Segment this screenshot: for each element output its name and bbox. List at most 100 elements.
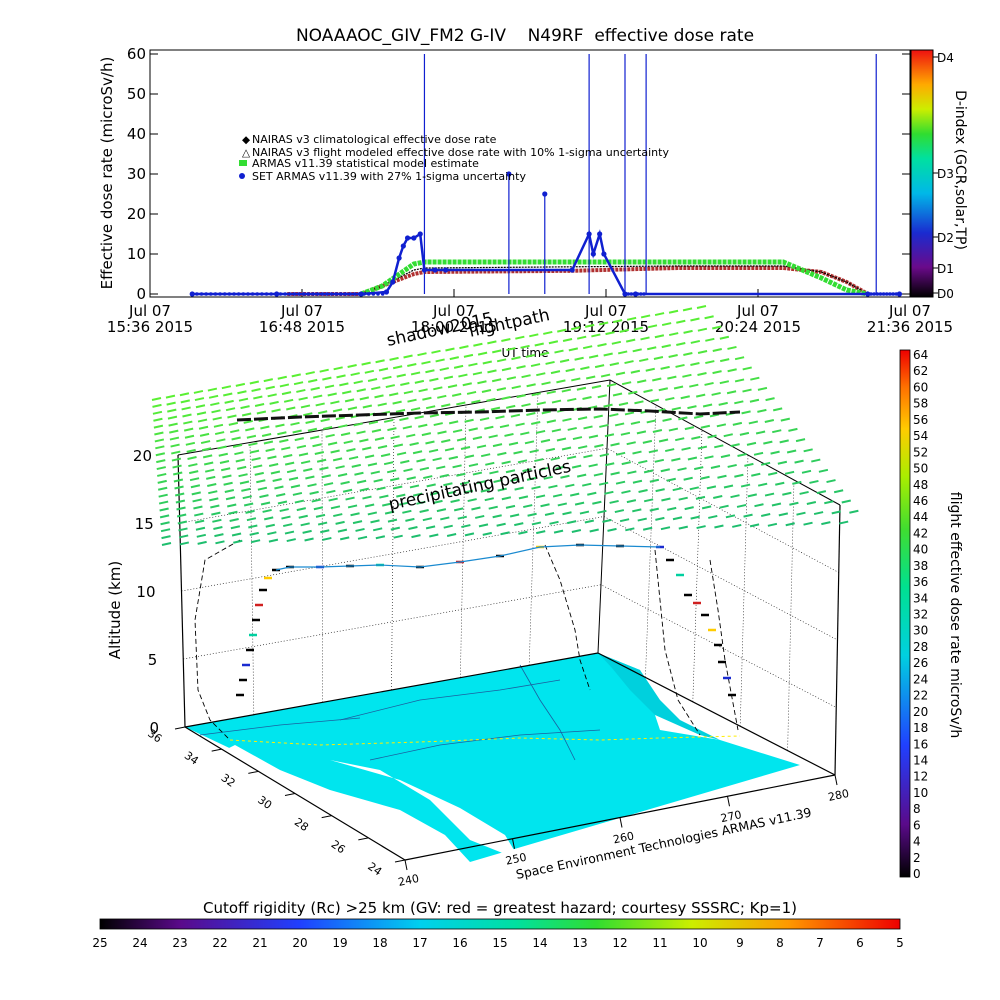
particle-arrow bbox=[284, 530, 295, 535]
particle-arrow bbox=[534, 342, 544, 347]
particle-arrow bbox=[749, 523, 760, 528]
particle-arrow bbox=[230, 525, 241, 530]
particle-arrow bbox=[267, 455, 277, 460]
x-tick-label: Jul 07 bbox=[736, 302, 779, 320]
particle-arrow bbox=[680, 395, 690, 400]
particle-arrow bbox=[517, 459, 528, 464]
particle-arrow bbox=[529, 449, 539, 454]
particle-arrow bbox=[372, 527, 383, 532]
particle-arrow bbox=[359, 487, 370, 492]
particle-arrow bbox=[609, 413, 619, 418]
particle-arrow bbox=[702, 403, 713, 408]
x-tick-label: 21:36 2015 bbox=[867, 318, 953, 336]
particle-arrow bbox=[636, 430, 647, 435]
particle-arrow bbox=[344, 398, 355, 403]
particle-arrow bbox=[356, 479, 367, 484]
particle-arrow bbox=[400, 459, 410, 464]
particle-arrow bbox=[173, 471, 183, 476]
particle-arrow bbox=[319, 368, 329, 373]
particle-arrow bbox=[221, 385, 232, 390]
particle-arrow bbox=[170, 443, 180, 448]
particle-arrow bbox=[566, 455, 577, 460]
particle-arrow bbox=[194, 397, 205, 402]
x-tick-label: Jul 07 bbox=[432, 302, 475, 320]
longitude-tick-mark bbox=[512, 838, 515, 849]
particle-arrow bbox=[831, 510, 841, 515]
particle-arrow bbox=[737, 453, 747, 457]
set-armas-point bbox=[878, 292, 883, 296]
particle-arrow bbox=[604, 462, 615, 467]
particle-arrow bbox=[171, 450, 181, 455]
particle-arrow bbox=[647, 324, 658, 329]
particle-arrow bbox=[399, 417, 409, 422]
altitude-axis-label: Altitude (km) bbox=[106, 561, 124, 659]
particle-arrow bbox=[444, 447, 455, 452]
particle-arrow bbox=[559, 358, 570, 363]
particle-arrow bbox=[312, 394, 323, 399]
particle-arrow bbox=[697, 445, 708, 450]
particle-arrow bbox=[565, 368, 575, 373]
dose-rate-tick-label: 26 bbox=[913, 656, 928, 670]
particle-arrow bbox=[335, 465, 345, 470]
particle-arrow bbox=[571, 464, 582, 469]
y-tick-label: 60 bbox=[127, 45, 146, 63]
particle-arrow bbox=[492, 349, 502, 354]
particle-arrow bbox=[645, 367, 655, 372]
particle-arrow bbox=[207, 387, 218, 392]
particle-arrow bbox=[178, 534, 189, 539]
particle-arrow bbox=[377, 402, 387, 407]
particle-arrow bbox=[637, 517, 647, 522]
particle-arrow bbox=[423, 475, 433, 480]
particle-arrow bbox=[782, 491, 792, 496]
particle-arrow bbox=[603, 352, 613, 357]
particle-arrow bbox=[545, 447, 556, 452]
particle-arrow bbox=[281, 515, 291, 520]
legend-marker-armas bbox=[239, 160, 247, 166]
particle-arrow bbox=[213, 423, 224, 428]
particle-arrow bbox=[579, 510, 590, 515]
particle-arrow bbox=[772, 429, 782, 434]
particle-arrow bbox=[506, 347, 516, 352]
particle-arrow bbox=[786, 449, 797, 454]
particle-arrow bbox=[241, 412, 252, 417]
set-armas-point bbox=[442, 267, 449, 273]
particle-arrow bbox=[290, 484, 301, 489]
particle-arrow bbox=[350, 512, 360, 517]
particle-arrow bbox=[604, 490, 614, 495]
particle-arrow bbox=[347, 406, 358, 411]
particle-arrow bbox=[556, 437, 567, 442]
set-armas-point bbox=[380, 292, 385, 296]
particle-arrow bbox=[540, 503, 550, 508]
particle-arrow bbox=[602, 518, 612, 523]
particle-arrow bbox=[464, 418, 474, 423]
particle-arrow bbox=[611, 340, 622, 345]
set-armas-point bbox=[297, 292, 301, 296]
particle-arrow bbox=[816, 490, 827, 495]
set-armas-point bbox=[209, 292, 213, 296]
set-armas-point bbox=[227, 292, 232, 296]
particle-arrow bbox=[697, 350, 708, 354]
particle-arrow bbox=[571, 529, 582, 534]
particle-arrow bbox=[700, 475, 710, 480]
particle-arrow bbox=[228, 510, 238, 515]
particle-arrow bbox=[660, 365, 670, 370]
particle-arrow bbox=[279, 383, 290, 388]
particle-arrow bbox=[765, 397, 775, 402]
particle-arrow bbox=[515, 422, 525, 427]
set-armas-point bbox=[632, 292, 637, 296]
particle-arrow bbox=[567, 397, 577, 402]
dose-rate-colorbar-ticks: 0246810121416182022242628303234363840424… bbox=[913, 348, 928, 881]
particle-arrow bbox=[459, 345, 469, 350]
particle-arrow bbox=[572, 436, 583, 441]
box-3d-grid bbox=[179, 392, 839, 751]
particle-arrow bbox=[546, 419, 557, 424]
particle-arrow bbox=[654, 458, 665, 463]
particle-arrow bbox=[593, 472, 604, 477]
particle-arrow bbox=[174, 492, 185, 497]
particle-arrow bbox=[248, 442, 258, 447]
particle-arrow bbox=[333, 366, 343, 371]
particle-arrow bbox=[332, 457, 343, 462]
particle-arrow bbox=[193, 389, 204, 394]
particle-arrow bbox=[377, 445, 388, 449]
particle-arrow bbox=[275, 493, 286, 498]
